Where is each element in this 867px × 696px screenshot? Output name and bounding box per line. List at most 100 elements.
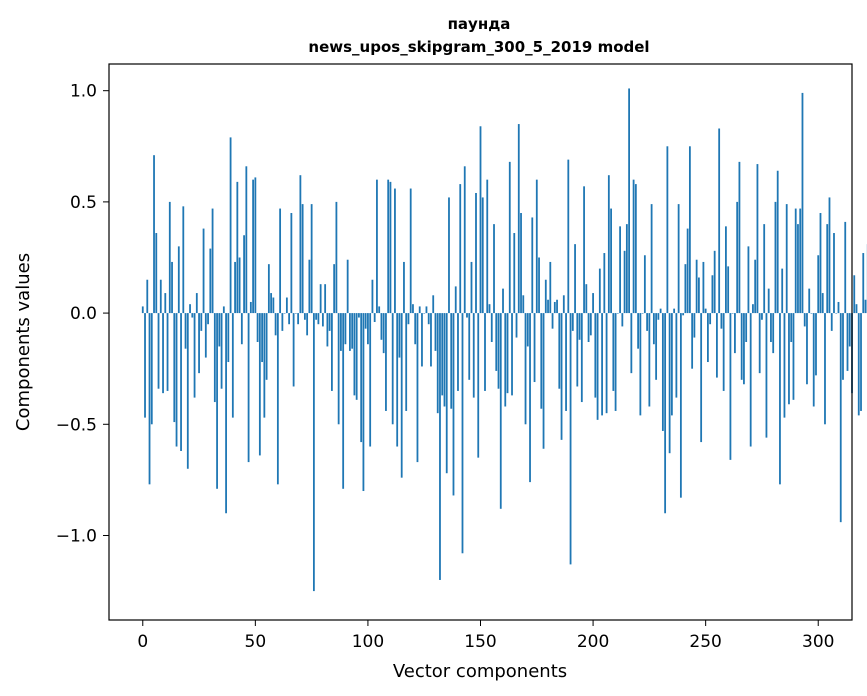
bar [758,313,761,374]
bar [639,313,642,416]
bar [497,313,500,389]
bar [236,181,239,314]
bar [430,313,432,367]
bar [571,313,574,331]
plot-frame [108,63,853,621]
bar [443,313,446,407]
bar [857,313,860,416]
bar [589,313,592,336]
bar [634,184,637,314]
bar [810,313,813,314]
bar [661,313,664,431]
bar [310,204,313,314]
bar [713,250,716,314]
bar [770,313,772,342]
bar [369,313,372,447]
bar [234,261,236,314]
bar [529,313,531,483]
bar [506,313,509,394]
bar [394,188,396,314]
bar [745,313,748,342]
bar [432,295,435,314]
bar [144,313,146,418]
bar [398,313,401,358]
bar [648,313,651,407]
y-tick-label: 0.5 [70,193,97,213]
bar [470,261,473,314]
bar [860,313,862,411]
bar [675,313,678,398]
bar [630,313,633,374]
bar [164,293,167,314]
bar [738,161,741,314]
bar [173,313,176,423]
bar [162,313,164,394]
bar [731,313,734,314]
bar [349,313,351,351]
bar [562,295,565,314]
bar [414,313,417,345]
bar [499,313,502,509]
bar [684,264,687,314]
bar [565,313,567,411]
bar [520,213,522,314]
y-ticks: −1.0 −0.5 0.0 0.5 1.0 [56,82,109,546]
bar [839,313,842,523]
bar [533,313,536,383]
bar [243,235,245,314]
bar [643,255,646,314]
x-tick-label: 50 [245,632,267,652]
bar [490,313,493,342]
bar [702,261,705,314]
bar [842,313,844,380]
bar [389,181,392,314]
bar [319,284,322,314]
bar [567,159,570,314]
bar [400,313,403,478]
bar [155,233,158,314]
bar [182,206,185,314]
bar [646,313,649,331]
bar [412,304,414,314]
bar [740,313,743,380]
bar [153,155,155,314]
bar [148,313,151,485]
bar [623,250,626,314]
bar [569,313,572,565]
bar [716,313,718,378]
bar [752,304,754,314]
bar [418,306,421,314]
bar [333,264,336,314]
bar [848,313,851,347]
bar [792,313,795,400]
bar [324,284,327,314]
bar [535,179,538,314]
bar [587,313,590,342]
bar [364,313,367,329]
bar [344,313,347,345]
bar [472,313,475,398]
bar [779,313,781,485]
bar [513,233,516,314]
bar [254,177,257,314]
bar [711,275,714,314]
bar [508,161,511,314]
bar [249,301,252,314]
x-axis-label: Vector components [393,661,567,682]
bar [585,284,588,314]
bar [191,313,194,318]
x-tick-label: 150 [464,632,496,652]
bar [727,266,730,314]
bar [833,233,835,314]
bar [240,313,243,345]
bar [283,313,286,314]
bar [209,248,212,314]
bar [821,293,824,314]
x-tick-label: 0 [137,632,148,652]
bar [691,313,694,369]
bar [743,313,745,385]
bar [522,295,525,314]
bar [423,313,426,314]
bar [655,313,658,380]
bar [637,313,640,349]
